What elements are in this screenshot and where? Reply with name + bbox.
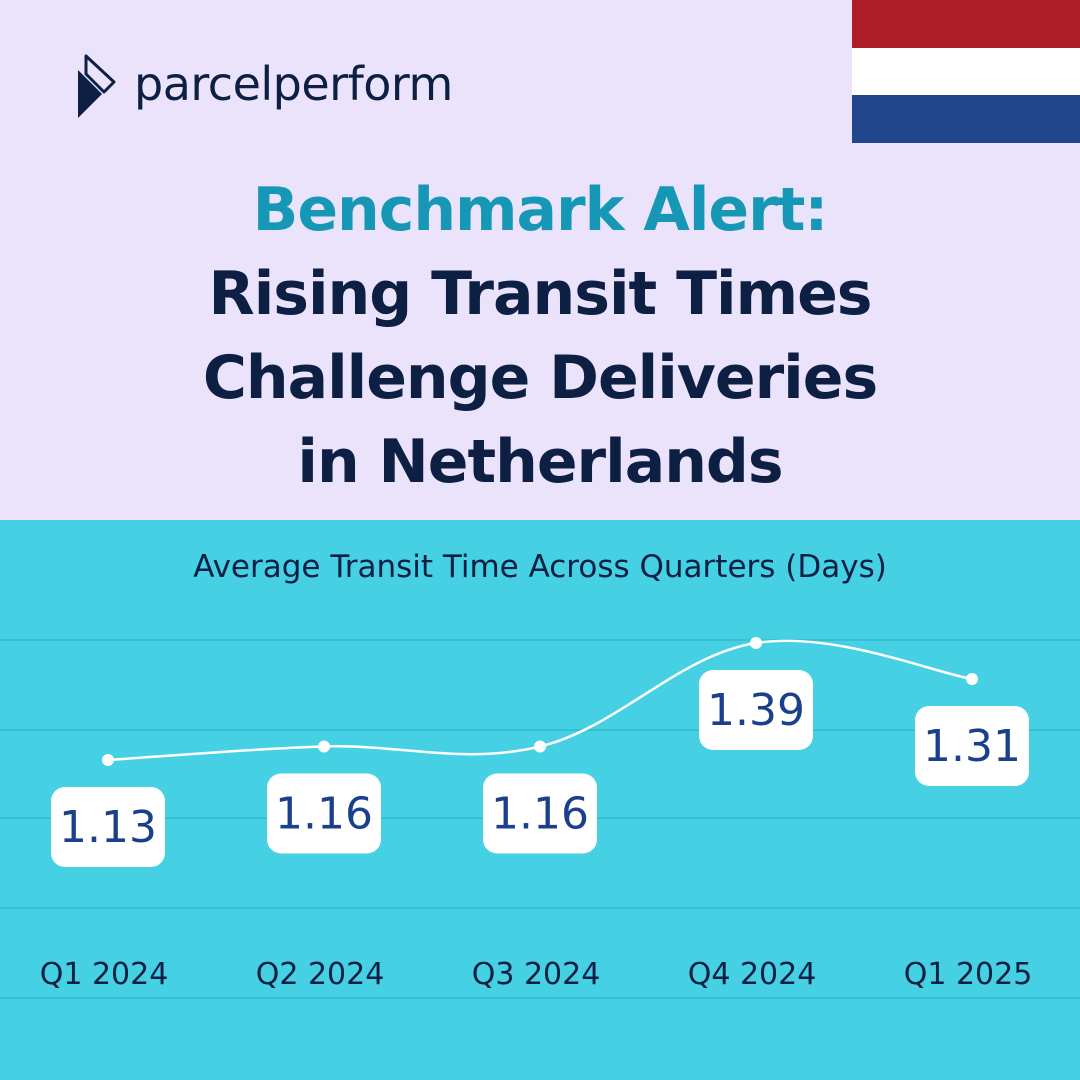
- x-tick-label: Q3 2024: [472, 957, 601, 992]
- data-label-box: [483, 773, 597, 854]
- data-label: 1.39: [707, 685, 805, 736]
- brand-name: parcelperform: [134, 57, 453, 111]
- data-point: [966, 673, 978, 685]
- data-label-box: [699, 670, 813, 750]
- data-point: [534, 740, 546, 753]
- data-label: 1.13: [59, 802, 157, 853]
- data-label-box: [51, 787, 165, 867]
- parcelperform-logo-icon: [78, 50, 116, 118]
- x-tick-label: Q1 2024: [40, 957, 169, 992]
- x-tick-label: Q4 2024: [688, 957, 817, 992]
- data-point: [102, 754, 114, 766]
- flag-stripe-red: [852, 0, 1080, 48]
- flag-stripe-blue: [852, 95, 1080, 144]
- headline-line-3: Challenge Deliveries: [202, 343, 878, 413]
- data-point: [318, 740, 330, 753]
- data-label: 1.16: [275, 789, 373, 840]
- headline-line-1: Benchmark Alert:: [252, 175, 829, 245]
- x-tick-label: Q1 2025: [904, 957, 1033, 992]
- brand-logo: parcelperform: [76, 46, 453, 122]
- headline: Benchmark Alert: Rising Transit Times Ch…: [0, 168, 1080, 504]
- headline-line-4: in Netherlands: [297, 427, 783, 497]
- chart-title: Average Transit Time Across Quarters (Da…: [193, 549, 887, 585]
- flag-stripe-white: [852, 47, 1080, 96]
- netherlands-flag-icon: [852, 0, 1080, 144]
- data-label: 1.31: [923, 721, 1021, 772]
- data-label: 1.16: [491, 789, 589, 840]
- headline-line-2: Rising Transit Times: [208, 259, 873, 329]
- transit-time-line-chart: 1.13 Q1 2024 1.16 Q2 2024 1.16 Q3 2024 1.39 Q4 …: [0, 637, 1080, 999]
- data-label-box: [915, 706, 1029, 786]
- data-label-box: [267, 773, 381, 854]
- x-tick-label: Q2 2024: [256, 957, 385, 992]
- data-point: [750, 637, 762, 649]
